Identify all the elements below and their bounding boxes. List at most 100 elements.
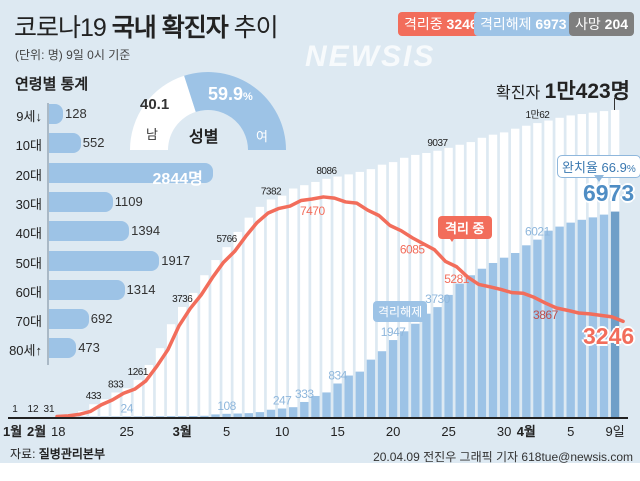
age-label: 80세↑	[9, 343, 42, 359]
confirmed-bar	[277, 195, 287, 417]
age-label: 60대	[15, 284, 42, 300]
x-tick-label: 20	[386, 424, 400, 439]
newsis-watermark: NEWSIS	[305, 40, 436, 73]
x-tick-label: 1월	[3, 424, 22, 439]
released-bar	[344, 375, 353, 417]
age-bar	[49, 162, 213, 183]
released-bar	[588, 217, 598, 417]
confirmed-bar	[222, 247, 231, 417]
age-label: 9세↓	[16, 109, 42, 124]
released-label: 834	[328, 369, 347, 383]
male-pct: 40.1	[140, 96, 170, 113]
age-label: 70대	[15, 314, 42, 330]
isolated-series-tag: 격리 중	[438, 216, 492, 239]
age-label: 40대	[15, 226, 42, 242]
released-series-tag: 격리해제	[373, 301, 428, 322]
released-bar	[455, 283, 464, 417]
age-label: 10대	[15, 138, 42, 154]
age-bar	[49, 191, 113, 212]
confirmed-bar	[133, 379, 142, 417]
released-bar	[388, 340, 398, 417]
released-bar	[411, 323, 420, 417]
unit-note: (단위: 명) 9일 0시 기준	[15, 48, 131, 62]
released-bar	[610, 211, 620, 417]
confirmed-bar	[289, 188, 298, 417]
x-tick-label: 5	[567, 424, 574, 439]
released-bar	[200, 415, 209, 417]
confirmed-bar	[344, 174, 353, 417]
source: 자료: 질병관리본부	[10, 447, 106, 461]
x-tick-label: 5	[223, 424, 230, 439]
cure-rate-callout: 완치율 66.9%	[557, 155, 640, 178]
released-bar	[189, 415, 198, 417]
badge-released: 격리해제 6973	[474, 12, 573, 36]
line-group	[55, 195, 625, 419]
released-bar	[466, 275, 475, 417]
bar-group	[44, 109, 620, 418]
released-bar	[511, 252, 520, 417]
released-bar	[377, 351, 387, 417]
label-group: 433 833 1261 3736 5766 7382 8086 9037 1만62 24 108 2…	[12, 109, 559, 415]
confirmed-bar	[300, 185, 309, 417]
released-bar	[355, 371, 364, 417]
released-bar	[255, 412, 265, 417]
released-bar	[433, 307, 442, 417]
confirmed-bar	[388, 162, 398, 417]
x-tick-label: 9일	[605, 424, 624, 439]
released-bar	[577, 219, 586, 417]
confirmed-label: 8086	[316, 166, 337, 177]
x-tick-label: 4월	[517, 424, 536, 439]
age-bar	[49, 338, 77, 359]
confirmed-label: 9037	[427, 138, 448, 149]
x-tick-label: 30	[497, 424, 511, 439]
released-label: 3730	[425, 292, 451, 306]
released-bar	[111, 416, 120, 417]
confirmed-bar	[44, 416, 54, 417]
page-title: 코로나19 국내 확진자 추이	[14, 14, 279, 42]
confirmed-bar	[322, 178, 331, 417]
male-segment	[130, 75, 196, 150]
confirmed-bar	[444, 147, 453, 417]
male-label: 남	[146, 127, 158, 142]
isolated-label: 5281	[444, 272, 470, 286]
confirmed-label: 1만62	[525, 109, 550, 121]
released-bar	[566, 222, 575, 417]
age-bar	[49, 309, 89, 330]
confirmed-bar	[189, 292, 198, 417]
isolated-total: 3246	[583, 323, 635, 349]
confirmed-bar	[333, 176, 342, 417]
isolated-line	[55, 195, 625, 419]
age-bar	[49, 104, 63, 124]
age-bar	[49, 279, 125, 300]
isolated-label: 7470	[300, 204, 326, 218]
confirmed-bar	[266, 199, 276, 417]
released-bar	[166, 416, 176, 417]
female-label: 여	[256, 129, 268, 144]
confirmed-bar	[211, 260, 220, 417]
confirmed-bar	[111, 392, 120, 417]
isolated-label: 3867	[533, 308, 559, 322]
confirmed-bar	[255, 206, 265, 417]
total-confirmed: 확진자 1만423명	[496, 80, 630, 103]
confirmed-bar	[244, 217, 253, 417]
released-label: 108	[217, 399, 236, 413]
female-segment	[184, 71, 286, 150]
age-value: 473	[78, 340, 100, 356]
confirmed-bar	[178, 306, 187, 417]
cure-pointer	[594, 175, 604, 182]
released-bar	[122, 416, 131, 417]
confirmed-bar	[200, 275, 209, 417]
age-label: 50대	[15, 255, 42, 271]
released-bar	[522, 245, 531, 417]
released-bar	[499, 257, 509, 417]
released-bar	[222, 413, 231, 417]
released-bar	[311, 395, 320, 417]
x-tick-label: 10	[275, 424, 289, 439]
x-tick-label: 2월	[27, 424, 46, 439]
early-point-label: 31	[43, 404, 55, 415]
confirmed-bar	[311, 181, 320, 417]
isolated-label: 6085	[400, 243, 426, 257]
age-value: 128	[65, 106, 87, 121]
released-bar	[333, 383, 342, 417]
released-bar	[100, 416, 109, 417]
